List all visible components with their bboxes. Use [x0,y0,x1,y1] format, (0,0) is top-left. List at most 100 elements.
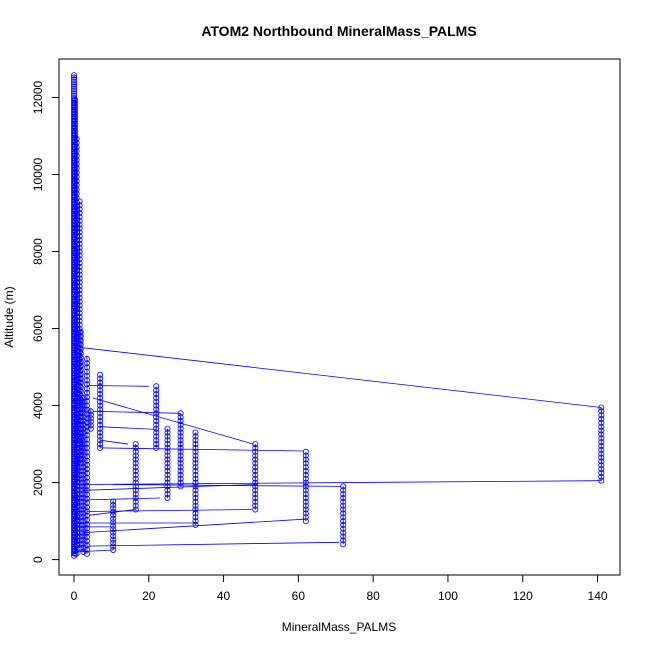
x-tick-label: 100 [438,589,458,603]
data-point [80,441,87,448]
data-point [72,124,79,131]
data-point [77,358,84,365]
data-point [302,467,309,474]
data-point [72,384,79,391]
data-point [72,550,79,557]
data-point [71,104,78,111]
data-point [132,444,139,451]
data-point [80,402,87,409]
data-point [76,317,83,324]
data-point [72,537,79,544]
data-point [340,510,347,517]
data-point [76,286,83,293]
data-point [598,469,605,476]
data-point [80,410,87,417]
data-point [252,479,259,486]
data-point [80,498,87,505]
data-point [76,283,83,290]
data-point [340,537,347,544]
data-point [72,100,79,107]
data-point [177,425,184,432]
data-point [132,502,139,509]
data-point [110,529,117,536]
data-point [72,474,79,481]
data-point [192,502,199,509]
data-point [164,437,171,444]
data-point [76,279,83,286]
data-point [164,429,171,436]
data-point [177,414,184,421]
data-point [73,190,80,197]
connector-line [75,549,114,553]
data-point [77,341,84,348]
data-point [97,429,104,436]
data-point [80,525,87,532]
x-tick-label: 80 [366,589,380,603]
data-point [153,429,160,436]
data-point [598,431,605,438]
data-point [76,467,83,474]
data-point [97,394,104,401]
data-point [97,398,104,405]
data-point [73,186,80,193]
data-point [76,464,83,471]
data-point [77,345,84,352]
data-point [76,294,83,301]
data-point [302,456,309,463]
data-point [76,321,83,328]
data-point [153,433,160,440]
data-point [153,390,160,397]
connector-line [86,385,149,387]
data-point [340,533,347,540]
data-point [340,494,347,501]
data-point [76,344,83,351]
profile-column [84,355,91,557]
data-point [73,182,80,189]
data-point [153,402,160,409]
data-point [73,173,80,180]
data-point [97,421,104,428]
data-point [153,383,160,390]
data-point [340,506,347,513]
data-point [302,510,309,517]
profile-column [132,441,139,513]
data-point [72,498,79,505]
data-point [132,491,139,498]
data-point [177,475,184,482]
data-point [97,375,104,382]
data-point [302,452,309,459]
data-point [252,467,259,474]
data-point [97,417,104,424]
data-point [164,464,171,471]
data-point [77,388,84,395]
connector-line [100,426,157,430]
data-point [192,518,199,525]
data-point [72,335,79,342]
data-point [87,425,94,432]
data-point [302,491,309,498]
profile-column [164,425,171,501]
data-point [76,252,83,259]
data-point [84,432,91,439]
data-point [177,471,184,478]
data-point [598,462,605,469]
data-point [72,96,79,103]
data-point [84,466,91,473]
data-point [72,259,79,266]
profile-column [252,441,259,513]
data-point [177,456,184,463]
data-point [76,510,83,517]
y-tick-label: 0 [31,556,45,563]
data-point [76,491,83,498]
data-point [164,475,171,482]
data-point [84,461,91,468]
data-point [132,498,139,505]
data-point [76,479,83,486]
data-point [84,406,91,413]
data-point [72,360,79,367]
data-point [76,521,83,528]
data-point [73,194,80,201]
data-point [84,372,91,379]
data-point [192,491,199,498]
